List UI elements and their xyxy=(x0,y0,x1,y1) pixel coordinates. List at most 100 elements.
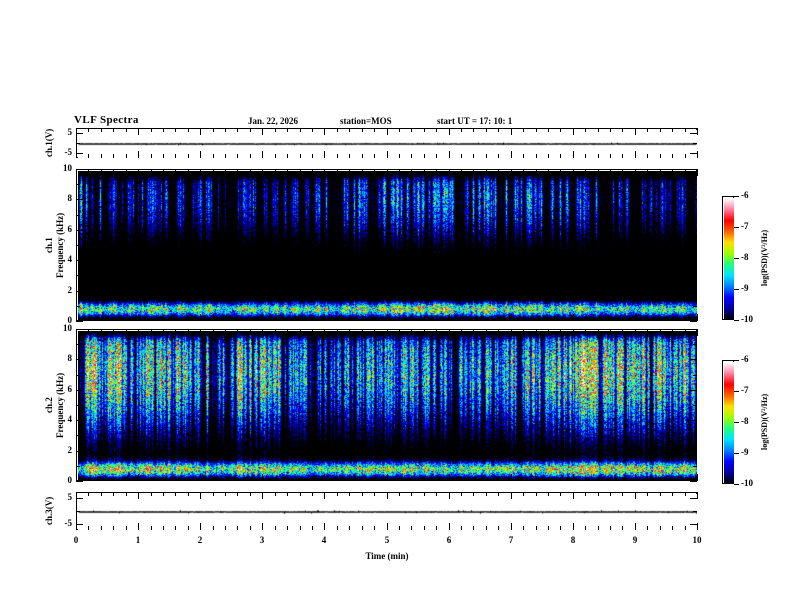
x-tick-minor xyxy=(660,169,661,173)
x-tick-major xyxy=(324,474,325,481)
x-tick-major xyxy=(200,329,201,336)
x-tick-major xyxy=(387,128,388,135)
x-tick-major xyxy=(449,492,450,499)
x-tick-minor xyxy=(473,317,474,321)
x-tick-major xyxy=(200,169,201,176)
x-tick-label: 10 xyxy=(692,535,702,545)
x-tick-minor xyxy=(685,128,686,132)
x-tick-minor xyxy=(560,492,561,496)
y-tick-minor xyxy=(76,466,80,467)
x-tick-minor xyxy=(424,169,425,173)
x-tick-major xyxy=(262,329,263,336)
x-tick-major xyxy=(449,523,450,530)
colorbar-ch1-gradient xyxy=(724,198,734,320)
x-tick-major xyxy=(511,492,512,499)
x-tick-minor xyxy=(560,329,561,333)
x-tick-minor xyxy=(610,492,611,496)
x-tick-minor xyxy=(151,128,152,132)
x-tick-minor xyxy=(374,526,375,530)
x-tick-major xyxy=(573,151,574,158)
x-tick-minor xyxy=(163,329,164,333)
y-tick-minor xyxy=(76,359,80,360)
x-tick-minor xyxy=(312,329,313,333)
x-tick-minor xyxy=(163,169,164,173)
x-tick-minor xyxy=(473,329,474,333)
y-tick-minor xyxy=(76,230,80,231)
x-tick-minor xyxy=(101,477,102,481)
x-tick-major xyxy=(511,169,512,176)
x-tick-minor xyxy=(486,169,487,173)
figure-station: station=MOS xyxy=(340,116,392,126)
x-tick-minor xyxy=(424,492,425,496)
x-tick-major xyxy=(573,314,574,321)
x-tick-major xyxy=(635,128,636,135)
x-tick-minor xyxy=(622,477,623,481)
x-tick-minor xyxy=(175,492,176,496)
x-tick-minor xyxy=(337,317,338,321)
y-tick-minor xyxy=(693,275,697,276)
y-tick-minor xyxy=(76,329,80,330)
x-tick-major xyxy=(635,492,636,499)
x-tick-minor xyxy=(126,154,127,158)
x-tick-major xyxy=(387,329,388,336)
x-tick-minor xyxy=(523,128,524,132)
y-tick-minor xyxy=(76,498,80,499)
x-tick-minor xyxy=(163,317,164,321)
x-tick-minor xyxy=(548,329,549,333)
y-tick-minor xyxy=(76,291,80,292)
x-tick-minor xyxy=(672,492,673,496)
x-tick-minor xyxy=(610,317,611,321)
x-tick-minor xyxy=(685,154,686,158)
x-tick-minor xyxy=(175,169,176,173)
x-tick-minor xyxy=(225,154,226,158)
y-tick-minor xyxy=(76,306,80,307)
y-tick-minor xyxy=(693,215,697,216)
x-tick-minor xyxy=(473,492,474,496)
x-tick-major xyxy=(200,492,201,499)
x-tick-minor xyxy=(175,154,176,158)
x-tick-minor xyxy=(349,317,350,321)
x-tick-major xyxy=(324,151,325,158)
x-tick-minor xyxy=(225,128,226,132)
x-tick-minor xyxy=(660,329,661,333)
x-tick-major xyxy=(573,329,574,336)
x-tick-minor xyxy=(188,128,189,132)
y-tick-minor xyxy=(76,133,80,134)
x-tick-minor xyxy=(622,169,623,173)
x-tick-minor xyxy=(113,169,114,173)
x-tick-minor xyxy=(548,154,549,158)
x-tick-major xyxy=(200,523,201,530)
y-tick-minor xyxy=(76,511,80,512)
x-tick-minor xyxy=(486,317,487,321)
x-tick-minor xyxy=(250,169,251,173)
x-tick-major xyxy=(200,151,201,158)
x-tick-major xyxy=(511,128,512,135)
colorbar-tick xyxy=(734,258,739,259)
x-tick-minor xyxy=(498,154,499,158)
x-tick-major xyxy=(138,523,139,530)
y-tick-minor xyxy=(76,481,80,482)
x-tick-minor xyxy=(473,169,474,173)
x-tick-minor xyxy=(536,526,537,530)
colorbar-tick-label: -6 xyxy=(741,190,749,200)
x-tick-minor xyxy=(213,329,214,333)
x-tick-minor xyxy=(175,526,176,530)
y-tick-minor xyxy=(693,420,697,421)
x-tick-minor xyxy=(598,477,599,481)
x-tick-minor xyxy=(424,526,425,530)
x-tick-minor xyxy=(362,317,363,321)
x-tick-minor xyxy=(647,169,648,173)
x-tick-minor xyxy=(436,317,437,321)
x-tick-minor xyxy=(188,317,189,321)
x-tick-minor xyxy=(113,329,114,333)
x-tick-minor xyxy=(213,492,214,496)
x-tick-minor xyxy=(523,329,524,333)
y-tick-minor xyxy=(693,321,697,322)
x-tick-minor xyxy=(622,329,623,333)
x-tick-major xyxy=(76,329,77,336)
x-tick-minor xyxy=(88,128,89,132)
x-tick-minor xyxy=(622,526,623,530)
x-tick-minor xyxy=(287,329,288,333)
y-tick-minor xyxy=(76,260,80,261)
y-tick-minor xyxy=(76,524,80,525)
